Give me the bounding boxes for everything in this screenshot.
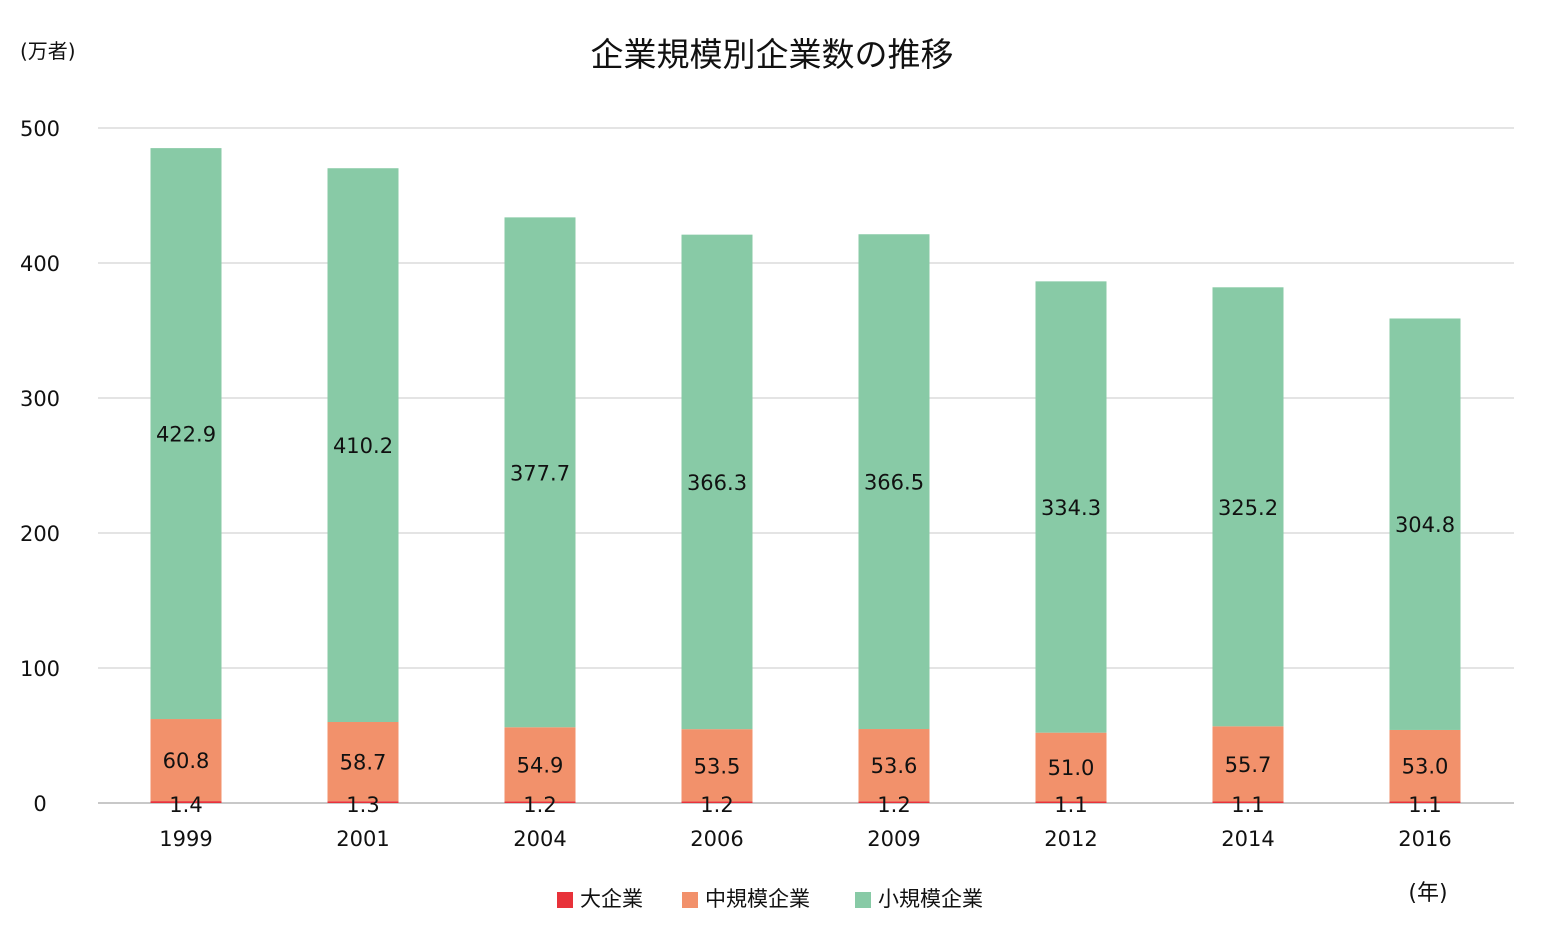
bar-segment: [681, 729, 753, 802]
data-label: 410.2: [333, 434, 393, 458]
legend-label: 小規模企業: [878, 887, 983, 911]
bar-segment: [858, 234, 930, 730]
bar-segment: [150, 148, 222, 720]
bar-segment: [150, 801, 222, 803]
x-tick-label: 2006: [690, 827, 743, 851]
bar-segment: [1389, 318, 1461, 730]
bar-segment: [858, 729, 930, 802]
data-label: 366.5: [864, 471, 924, 495]
data-label: 1.2: [523, 793, 556, 817]
data-label: 366.3: [687, 471, 747, 495]
legend-label: 大企業: [580, 887, 643, 911]
y-tick-label: 300: [20, 387, 60, 411]
data-label: 53.6: [871, 754, 918, 778]
x-tick-label: 1999: [159, 827, 212, 851]
data-label: 51.0: [1048, 756, 1095, 780]
bar-segment: [1035, 281, 1107, 733]
x-tick-label: 2009: [867, 827, 920, 851]
data-label: 58.7: [340, 751, 387, 775]
bar-segment: [1035, 732, 1107, 802]
legend-swatch: [557, 892, 573, 908]
data-label: 1.1: [1231, 793, 1264, 817]
data-label: 1.1: [1054, 793, 1087, 817]
x-tick-label: 2004: [513, 827, 566, 851]
chart-title: 企業規模別企業数の推移: [591, 35, 954, 74]
bar-segment: [1389, 729, 1461, 802]
bar-segment: [1212, 801, 1284, 803]
y-tick-label: 100: [20, 657, 60, 681]
x-tick-label: 2012: [1044, 827, 1097, 851]
data-label: 1.1: [1408, 793, 1441, 817]
bar-segment: [504, 801, 576, 803]
x-tick-label: 2016: [1398, 827, 1451, 851]
data-label: 377.7: [510, 461, 570, 485]
bar-segment: [327, 801, 399, 803]
x-axis-unit-label: (年): [1408, 881, 1447, 906]
data-label: 53.0: [1402, 755, 1449, 779]
bar-segment: [681, 801, 753, 803]
data-label: 325.2: [1218, 496, 1278, 520]
legend-swatch: [682, 892, 698, 908]
data-label: 60.8: [163, 749, 210, 773]
data-label: 55.7: [1225, 753, 1272, 777]
y-tick-label: 500: [20, 117, 60, 141]
y-tick-label: 200: [20, 522, 60, 546]
bar-segment: [681, 234, 753, 730]
bar-segment: [504, 217, 576, 728]
legend: 大企業 中規模企業 小規模企業: [557, 887, 983, 911]
data-label: 1.3: [346, 793, 379, 817]
data-label: 1.2: [877, 793, 910, 817]
bar-segment: [858, 801, 930, 803]
y-tick-label: 400: [20, 252, 60, 276]
bar-segment: [1389, 801, 1461, 803]
bar-segment: [1212, 287, 1284, 727]
data-label: 1.2: [700, 793, 733, 817]
data-label: 304.8: [1395, 513, 1455, 537]
data-label: 334.3: [1041, 496, 1101, 520]
bar-segment: [504, 727, 576, 802]
data-label: 1.4: [169, 793, 202, 817]
data-label: 422.9: [156, 423, 216, 447]
x-tick-label: 2001: [336, 827, 389, 851]
bar-segment: [327, 722, 399, 802]
bar-segment: [327, 168, 399, 723]
data-label: 54.9: [517, 753, 564, 777]
y-tick-label: 0: [33, 792, 46, 816]
legend-label: 中規模企業: [705, 887, 810, 911]
data-label: 53.5: [694, 754, 741, 778]
bar-segment: [1212, 726, 1284, 802]
legend-swatch: [855, 892, 871, 908]
y-axis-unit-label: (万者): [20, 39, 76, 63]
x-tick-label: 2014: [1221, 827, 1274, 851]
bar-segment: [1035, 801, 1107, 803]
bar-segment: [150, 719, 222, 802]
